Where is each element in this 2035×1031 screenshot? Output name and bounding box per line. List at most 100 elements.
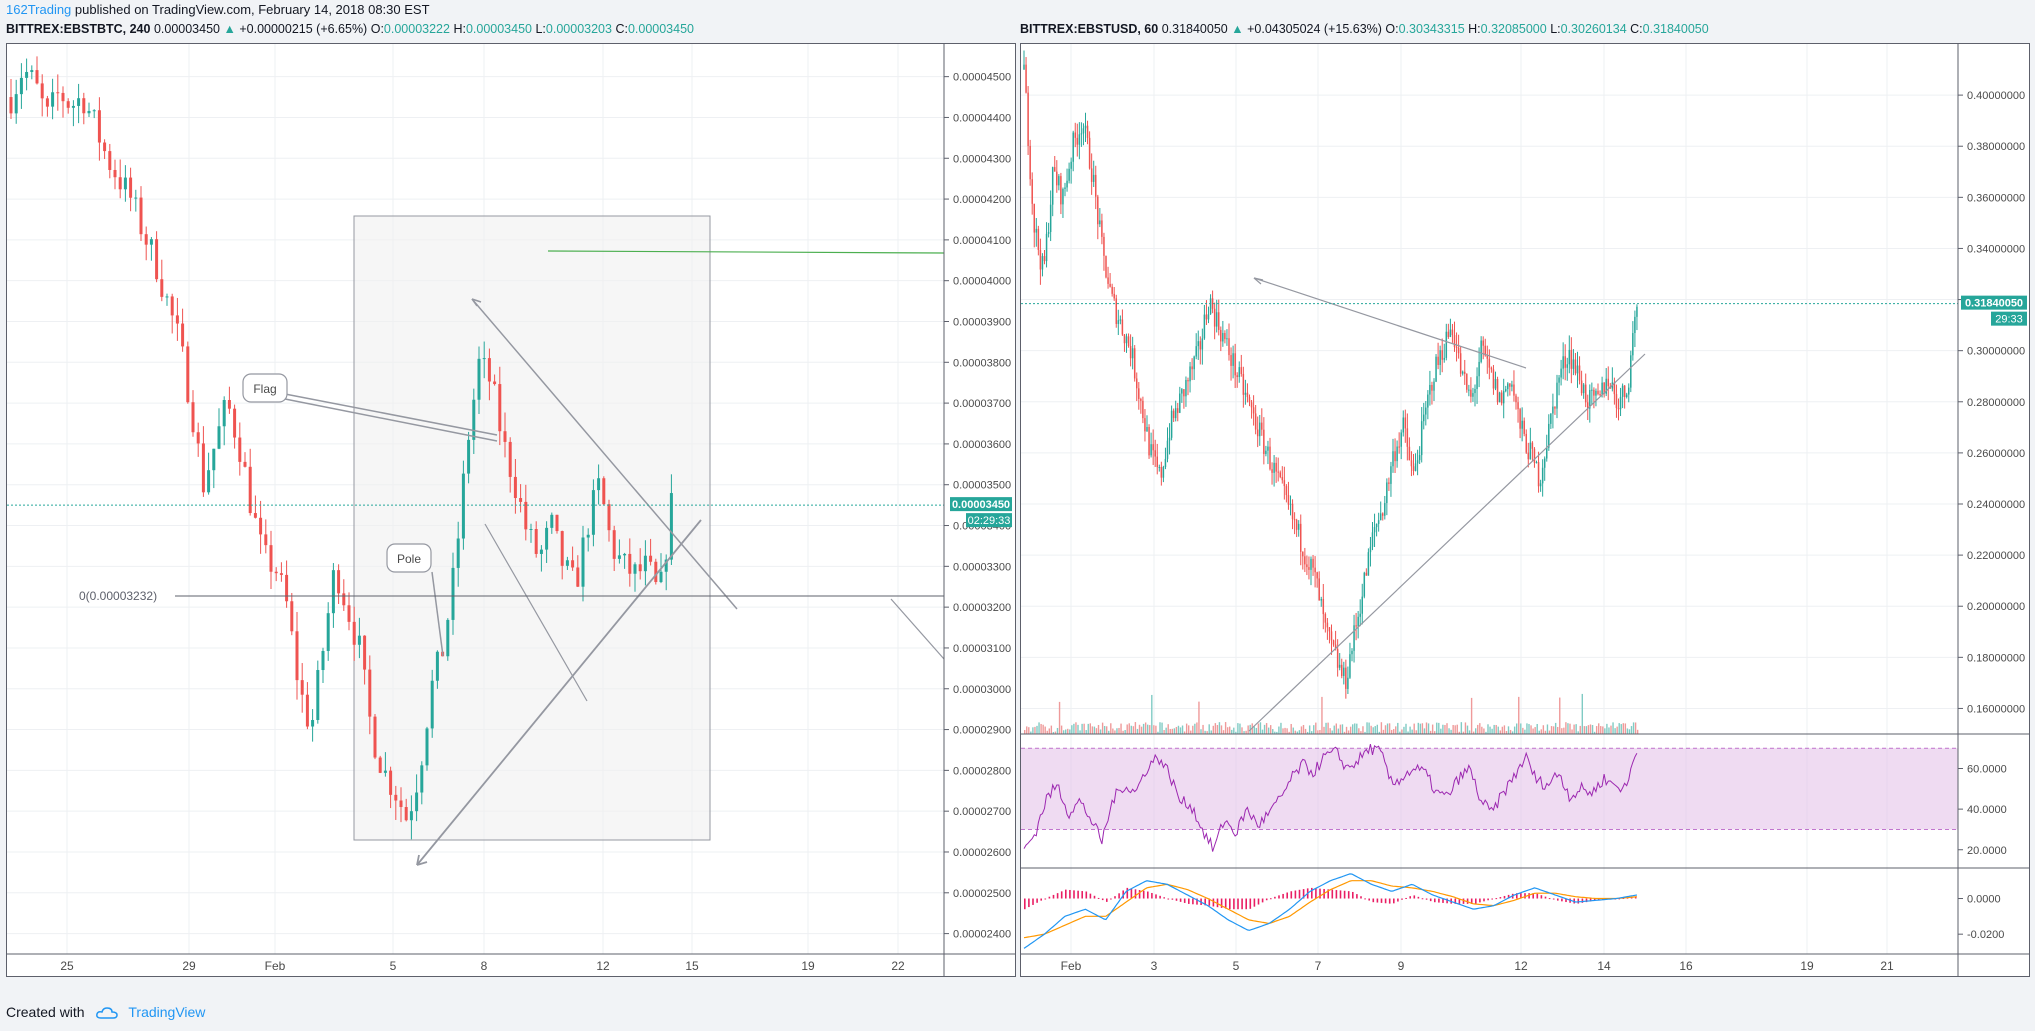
flag-callout-box[interactable] [242, 373, 288, 403]
time-tick-label: Feb [1061, 959, 1082, 973]
candle-body [1601, 382, 1603, 395]
candle-body [1170, 410, 1173, 438]
candle-body [118, 177, 122, 190]
candle-body [92, 110, 96, 112]
l-label: L: [535, 22, 546, 36]
volume-bar [1634, 722, 1637, 734]
left-chart-panel[interactable]: Flag Pole 0(0.00003232) 0.00004500 0.0000… [6, 43, 1016, 977]
right-chart-panel[interactable]: 60.0000 40.0000 20.0000 0.0000 -0.0200 0.40… [1020, 43, 2030, 977]
candle-body [1500, 392, 1503, 404]
macd-histogram-bar [1425, 898, 1428, 900]
volume-bar [1077, 724, 1079, 734]
volume-bar [1624, 723, 1627, 734]
candle-body [1179, 393, 1181, 413]
candle-body [1330, 631, 1333, 641]
price-tick-label: 0.00004200 [953, 194, 1011, 206]
candle-body [576, 567, 580, 587]
macd-histogram-bar [1286, 892, 1288, 899]
macd-histogram-bar [1483, 898, 1485, 902]
rsi-tick-label: 60.0000 [1967, 764, 2007, 776]
macd-histogram-bar [1196, 898, 1198, 905]
right-low: 0.30260134 [1560, 22, 1627, 36]
macd-histogram-bar [1212, 898, 1215, 907]
time-tick-label: Feb [265, 959, 286, 973]
candle-body [1080, 133, 1083, 135]
left-time-axis[interactable]: 25 29 Feb 5 8 12 15 19 22 [60, 959, 905, 973]
price-tick-label: 0.00003300 [953, 561, 1011, 573]
right-price-axis[interactable]: 0.40000000 0.38000000 0.36000000 0.34000000… [1958, 90, 2025, 715]
macd-pane[interactable]: 0.0000 -0.0200 [1023, 873, 2004, 949]
countdown-marker [1991, 311, 2027, 326]
volume-bar [1103, 725, 1106, 734]
resistance-line[interactable] [547, 250, 945, 254]
flag-upper-trendline[interactable] [471, 298, 738, 610]
candle-body [1525, 433, 1527, 453]
volume-bar [1622, 723, 1624, 734]
volume-bar [1259, 722, 1262, 734]
volume-bar [1311, 731, 1313, 734]
author-link[interactable]: 162Trading [6, 2, 72, 17]
volume-bar [1048, 728, 1050, 734]
right-symbol[interactable]: BITTREX:EBSTUSD, 60 [1020, 22, 1159, 36]
candle-body [1056, 171, 1058, 186]
volume-bar [1620, 724, 1622, 734]
macd-histogram-bar [1384, 898, 1387, 904]
candle-body [1541, 467, 1544, 484]
tradingview-link[interactable]: TradingView [128, 1004, 206, 1020]
ascending-trendline[interactable] [1248, 353, 1646, 732]
right-chart[interactable]: 60.0000 40.0000 20.0000 0.0000 -0.0200 0.40… [1021, 44, 2029, 976]
candle-body [1293, 519, 1296, 521]
pole-callout-box[interactable] [386, 543, 432, 573]
descending-trendline[interactable] [1253, 277, 1527, 369]
macd-tick-label: 0.0000 [1967, 894, 2001, 906]
candle-body [1511, 384, 1513, 387]
flag-rectangle-drawing[interactable] [353, 215, 711, 841]
volume-bar [1319, 729, 1321, 734]
volume-bar [1499, 730, 1501, 734]
volume-bar [1042, 724, 1044, 734]
candle-body [1589, 389, 1591, 409]
candle-body [1254, 413, 1257, 430]
right-time-axis[interactable]: Feb 3 5 7 9 12 14 16 19 21 [1061, 959, 1894, 973]
arrow-head-right [471, 298, 482, 303]
candle-body [1121, 319, 1124, 335]
macd-histogram-bar [1352, 891, 1354, 899]
candle-body [155, 239, 159, 280]
left-symbol[interactable]: BITTREX:EBSTBTC, 240 [6, 22, 151, 36]
candle-body [1386, 482, 1388, 504]
candle-body [1470, 389, 1472, 397]
volume-bar [1286, 728, 1288, 734]
macd-histogram-bar [1413, 895, 1416, 899]
macd-histogram-bar [1470, 898, 1473, 904]
volume-bar [1294, 730, 1296, 734]
left-chart[interactable]: Flag Pole 0(0.00003232) 0.00004500 0.0000… [7, 44, 1015, 976]
candle-body [586, 534, 590, 538]
candle-body [1183, 389, 1185, 397]
volume-bar [1559, 697, 1561, 734]
flag-channel-line[interactable] [484, 523, 588, 702]
candle-body [71, 105, 75, 108]
candle-body [1265, 450, 1267, 454]
candle-body [1591, 389, 1593, 391]
volume-bar [1444, 724, 1446, 734]
candle-body [1318, 578, 1320, 601]
volume-bar [1163, 730, 1165, 734]
volume-bar [1317, 730, 1319, 734]
volume-bar [1491, 728, 1493, 734]
projection-line[interactable] [890, 598, 945, 660]
flag-lower-trendline[interactable] [416, 519, 702, 866]
price-tick-label: 0.00003600 [953, 439, 1011, 451]
volume-bar [1272, 729, 1274, 734]
price-tick-label: 0.00003500 [953, 480, 1011, 492]
candle-body [571, 560, 575, 568]
candle-body [1300, 523, 1302, 552]
macd-histogram-bar [1495, 898, 1498, 900]
volume-bar [1208, 724, 1210, 734]
macd-histogram-bar [1581, 898, 1584, 903]
rsi-pane[interactable]: 60.0000 40.0000 20.0000 [1021, 743, 2007, 857]
candle-body [1388, 482, 1390, 484]
volume-bar [1263, 724, 1266, 734]
candle-body [1373, 527, 1376, 533]
macd-histogram-bar [1356, 894, 1358, 899]
volume-bar [1356, 723, 1358, 734]
